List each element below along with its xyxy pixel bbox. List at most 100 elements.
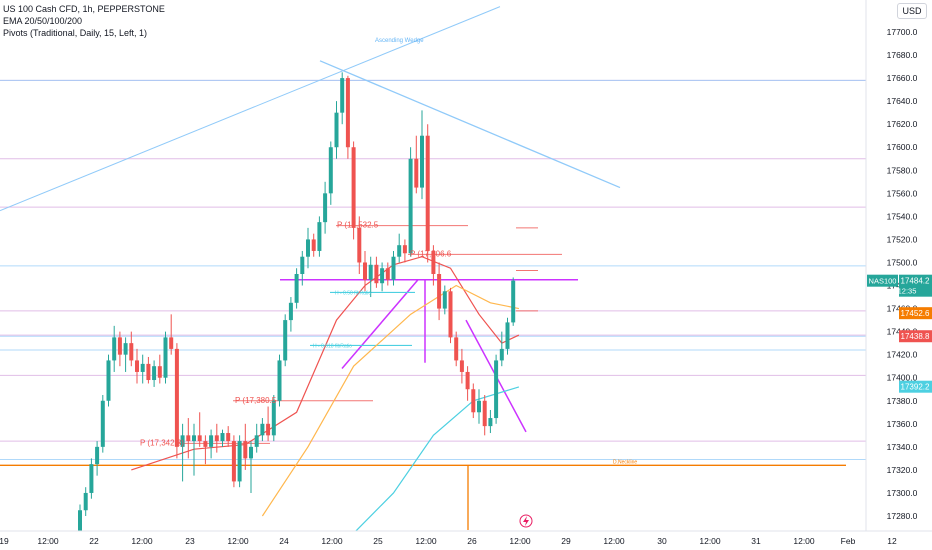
time-tick-label: 12:00: [415, 536, 437, 546]
price-tick-label: 17340.0: [887, 442, 918, 452]
candle-body: [345, 78, 350, 148]
candle-body: [454, 337, 459, 361]
price-tags: NAS100 17484.212:35 17452.6 17438.8 17392.2: [867, 274, 932, 393]
candle-body: [140, 363, 145, 372]
ema-indicator-label[interactable]: EMA 20/50/100/200: [3, 16, 83, 26]
candle-body: [135, 360, 139, 372]
price-tick-label: 17300.0: [887, 488, 918, 498]
candle-body: [174, 348, 179, 447]
price-tick-label: 17640.0: [887, 96, 918, 106]
price-tag-bg: [899, 274, 932, 297]
candle-body: [226, 433, 231, 442]
candle-body: [465, 371, 470, 390]
candle-body: [340, 78, 345, 113]
price-tick-label: 17600.0: [887, 142, 918, 152]
candle-body: [402, 245, 407, 254]
lightning-icon-glyph: [523, 516, 529, 526]
candle-body: [391, 256, 396, 280]
time-axis[interactable]: 19 12:00 22 12:00 23 12:00 24 12:00 25 12:00 26 12:…: [0, 530, 932, 550]
time-tick-label: 12:00: [131, 536, 153, 546]
time-tick-label: 12:00: [227, 536, 249, 546]
candle-body: [477, 400, 481, 413]
candle-body: [277, 360, 282, 401]
candle-body: [214, 435, 219, 442]
candle-body: [260, 423, 265, 436]
time-tick-label: 12:00: [321, 536, 343, 546]
ema-line: [347, 386, 520, 540]
candle-body: [106, 360, 111, 401]
time-tick-label: 30: [657, 536, 667, 546]
price-tick-label: 17680.0: [887, 50, 918, 60]
candle-body: [186, 435, 191, 442]
annotations: Ascending Wedge P (17,532.5 P (17,506.6 P (…: [140, 38, 637, 528]
price-tick-label: 17360.0: [887, 419, 918, 429]
candle-body: [146, 363, 151, 381]
price-tick-label: 17520.0: [887, 234, 918, 244]
wedge-lower-line: [0, 6, 501, 212]
symbol-tag-label: NAS100: [869, 277, 897, 286]
candle-body: [231, 441, 236, 482]
price-tick-label: 17420.0: [887, 350, 918, 360]
price-tag-bg: [899, 330, 932, 343]
candle-body: [397, 245, 402, 257]
currency-button[interactable]: USD: [897, 3, 927, 19]
candle-body: [197, 435, 202, 442]
neckline-label: D.Neckline: [613, 459, 637, 465]
candle-body: [408, 158, 413, 254]
candle-body: [334, 112, 339, 148]
pivot-label: P (17,506.6: [410, 249, 452, 258]
candle-body: [192, 435, 196, 442]
pivots-indicator-label[interactable]: Pivots (Traditional, Daily, 15, Left, 1): [3, 28, 148, 38]
time-tick-label: Feb: [841, 536, 856, 546]
candle-body: [431, 250, 436, 274]
candle-body: [505, 322, 510, 349]
candle-body: [78, 510, 82, 534]
pivot-label: P (17,342.3): [140, 438, 184, 447]
candle-body: [271, 400, 276, 436]
candle-body: [237, 441, 242, 482]
candle-body: [448, 291, 453, 338]
candle-body: [254, 435, 259, 447]
price-tick-label: 17400.0: [887, 373, 918, 383]
candle-body: [488, 418, 493, 427]
time-tick-label: 12:00: [509, 536, 531, 546]
symbol-title[interactable]: US 100 Cash CFD, 1h, PEPPERSTONE: [3, 4, 165, 14]
candle-body: [471, 389, 476, 413]
price-tick-label: 17700.0: [887, 27, 918, 37]
candle-body: [123, 343, 128, 355]
fib-label: H - 0.618 fibRatio: [313, 343, 352, 349]
candle-body: [414, 158, 419, 188]
ema-lines: [131, 256, 520, 540]
time-tick-label: 22: [89, 536, 99, 546]
candle-body: [328, 147, 333, 194]
time-tick-label: 12:00: [699, 536, 721, 546]
candle-body: [368, 264, 373, 280]
price-tag-bg: [899, 307, 932, 320]
candle-body: [152, 366, 157, 381]
candle-body: [311, 239, 316, 251]
price-tick-label: 17320.0: [887, 465, 918, 475]
candle-body: [100, 400, 105, 447]
drawings: [0, 6, 846, 530]
candle-body: [209, 435, 214, 447]
price-tag-value: 17438.8: [901, 332, 930, 341]
candle-body: [317, 222, 322, 251]
candle-body: [437, 274, 442, 309]
chart-legend: US 100 Cash CFD, 1h, PEPPERSTONE EMA 20/…: [3, 3, 165, 39]
candle-body: [112, 337, 117, 361]
candle-body: [300, 256, 305, 274]
candle-body: [220, 433, 225, 442]
time-axis-bg: [0, 531, 932, 550]
candle-body: [180, 435, 185, 447]
candle-body: [243, 441, 248, 459]
candle-body: [363, 262, 367, 280]
time-tick-label: 12:00: [793, 536, 815, 546]
wedge-label: Ascending Wedge: [375, 38, 424, 44]
price-tag-value: 17484.2: [901, 277, 930, 286]
candle-body: [163, 337, 168, 378]
pivot-label: P (17,532.5: [337, 221, 379, 230]
time-tick-label: 12: [887, 536, 897, 546]
time-tick-label: 26: [467, 536, 477, 546]
fib-label: H - 0.50 fibRatio: [335, 290, 371, 296]
